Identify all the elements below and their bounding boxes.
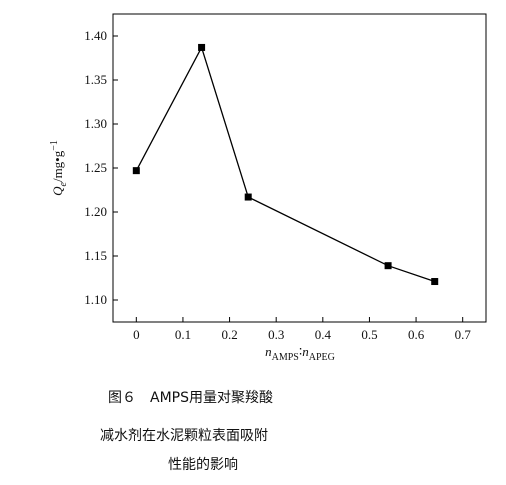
y-tick-label: 1.40 bbox=[84, 28, 107, 43]
x-label-sub: APEG bbox=[309, 352, 335, 363]
marker bbox=[384, 262, 392, 270]
x-tick-label: 0 bbox=[133, 327, 140, 342]
y-label-unit: /mg•g bbox=[50, 150, 65, 182]
y-label-symbol: Q bbox=[50, 186, 65, 196]
line bbox=[135, 45, 435, 283]
x-label-sub: AMPS bbox=[272, 352, 299, 363]
marker bbox=[132, 167, 140, 175]
caption-line: 图６ AMPS用量对聚羧酸 bbox=[108, 390, 273, 406]
y-axis-label: Qe/mg•g−1 bbox=[49, 140, 69, 196]
marker bbox=[198, 43, 206, 51]
x-tick-label: 0.2 bbox=[221, 327, 237, 342]
y-label-sup: −1 bbox=[49, 140, 60, 151]
marker bbox=[431, 278, 439, 286]
y-tick-label: 1.20 bbox=[84, 204, 107, 219]
x-axis-label: nAMPS∶nAPEG bbox=[265, 344, 335, 363]
x-label-n: n bbox=[302, 344, 309, 359]
x-tick-label: 0.1 bbox=[175, 327, 191, 342]
y-tick-label: 1.25 bbox=[84, 160, 107, 175]
x-tick-label: 0.3 bbox=[268, 327, 284, 342]
y-tick-label: 1.10 bbox=[84, 292, 107, 307]
x-tick-label: 0.6 bbox=[408, 327, 425, 342]
x-tick-label: 0.4 bbox=[315, 327, 332, 342]
caption-line: 性能的影响 bbox=[168, 457, 238, 473]
caption-line: 减水剂在水泥颗粒表面吸附 bbox=[100, 428, 268, 444]
x-tick-label: 0.5 bbox=[361, 327, 377, 342]
plot-frame bbox=[112, 13, 487, 323]
marker bbox=[244, 193, 252, 201]
y-label-sub: e bbox=[58, 181, 69, 186]
y-tick-label: 1.30 bbox=[84, 116, 107, 131]
x-label-sep: ∶ bbox=[299, 344, 302, 359]
x-label-n: n bbox=[265, 344, 272, 359]
y-tick-label: 1.15 bbox=[84, 248, 107, 263]
x-tick-label: 0.7 bbox=[455, 327, 472, 342]
y-tick-label: 1.35 bbox=[84, 72, 107, 87]
